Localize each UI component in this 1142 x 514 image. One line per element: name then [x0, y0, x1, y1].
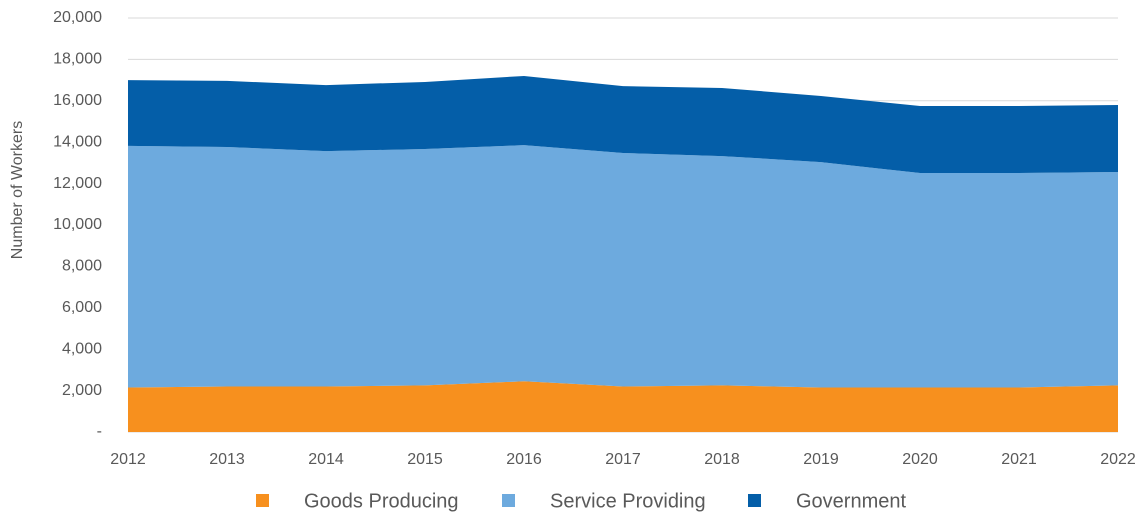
area — [128, 381, 1118, 432]
area — [128, 145, 1118, 388]
x-tick-label: 2017 — [605, 451, 641, 468]
legend-label: Government — [796, 490, 906, 512]
x-tick-label: 2016 — [506, 451, 542, 468]
legend-label: Service Providing — [550, 490, 706, 512]
y-tick-label: 14,000 — [53, 133, 102, 150]
legend-swatch — [748, 494, 761, 507]
x-tick-label: 2018 — [704, 451, 740, 468]
y-tick-label: 6,000 — [62, 299, 102, 316]
x-tick-label: 2013 — [209, 451, 245, 468]
x-tick-label: 2021 — [1001, 451, 1037, 468]
area — [128, 75, 1118, 174]
y-tick-label: 16,000 — [53, 92, 102, 109]
y-tick-label: 10,000 — [53, 216, 102, 233]
y-tick-label: 12,000 — [53, 175, 102, 192]
y-tick-label: - — [97, 423, 102, 440]
legend-swatch — [256, 494, 269, 507]
x-tick-label: 2015 — [407, 451, 443, 468]
x-tick-label: 2012 — [110, 451, 146, 468]
x-tick-label: 2022 — [1100, 451, 1136, 468]
x-tick-label: 2020 — [902, 451, 938, 468]
y-tick-label: 4,000 — [62, 340, 102, 357]
y-axis-label: Number of Workers — [9, 121, 26, 259]
legend-swatch — [502, 494, 515, 507]
y-tick-label: 20,000 — [53, 9, 102, 26]
x-tick-label: 2019 — [803, 451, 839, 468]
y-tick-label: 8,000 — [62, 258, 102, 275]
y-tick-label: 2,000 — [62, 382, 102, 399]
x-tick-label: 2014 — [308, 451, 344, 468]
y-tick-label: 18,000 — [53, 51, 102, 68]
legend-label: Goods Producing — [304, 490, 459, 512]
